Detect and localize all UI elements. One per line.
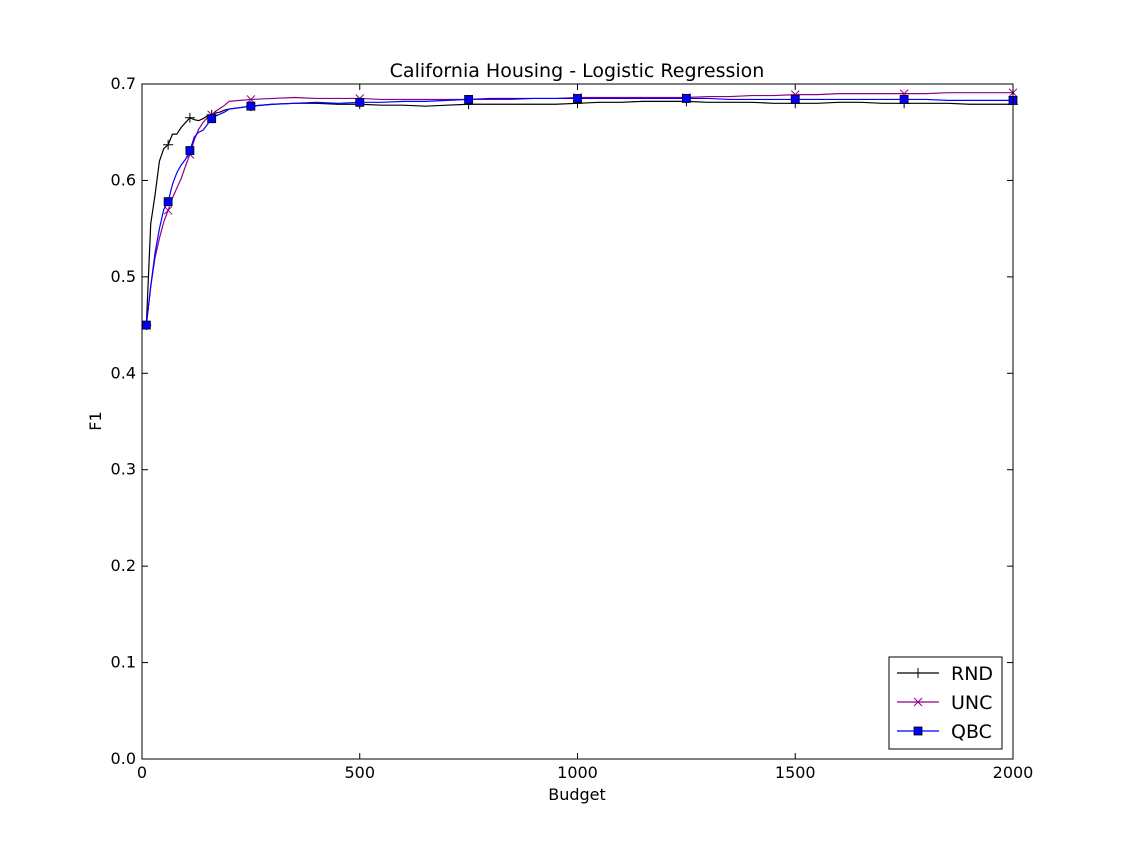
data-point-qbc <box>573 94 582 103</box>
x-axis-title: Budget <box>548 785 606 804</box>
plot-frame <box>141 83 1014 760</box>
ticks-layer: 0 500 1000 1500 2000 0.0 0.1 0.2 0.3 0.4 0.5 0.6 0.7 <box>111 74 1034 782</box>
legend-label-rnd: RND <box>951 663 993 685</box>
x-tick-label: 1500 <box>775 763 816 782</box>
y-tick-label: 0.1 <box>111 653 136 672</box>
legend-entry-qbc: QBC <box>897 721 992 743</box>
x-tick-label: 500 <box>344 763 375 782</box>
data-point-qbc <box>207 114 217 124</box>
data-point-qbc <box>681 94 691 103</box>
series-unc <box>142 88 1018 330</box>
legend-label-unc: UNC <box>951 692 992 714</box>
data-point-qbc <box>464 95 474 104</box>
x-tick-label: 0 <box>137 763 147 782</box>
data-point-qbc <box>141 320 151 330</box>
legend-label-qbc: QBC <box>951 721 992 743</box>
series-qbc <box>141 94 1018 330</box>
y-tick-label: 0.3 <box>111 460 136 479</box>
legend-entry-rnd: RND <box>897 663 993 685</box>
data-point-qbc <box>185 146 195 155</box>
y-tick-label: 0.2 <box>111 556 136 575</box>
series-line-unc <box>145 92 1013 326</box>
y-axis-title: F1 <box>86 411 105 430</box>
y-tick-label: 0.5 <box>111 267 136 286</box>
data-point-qbc <box>163 197 173 207</box>
legend: RND UNC QBC <box>888 656 1003 750</box>
series-line-rnd <box>145 100 1013 326</box>
legend-marker-unc <box>913 697 923 707</box>
series-line-qbc <box>145 97 1013 326</box>
data-point-qbc <box>790 95 800 104</box>
legend-marker-qbc <box>913 726 923 736</box>
data-point-qbc <box>355 97 365 107</box>
y-tick-label: 0.0 <box>111 749 136 768</box>
series-layer <box>141 88 1018 331</box>
legend-entry-unc: UNC <box>897 692 992 714</box>
y-tick-label: 0.4 <box>111 363 136 382</box>
y-tick-label: 0.7 <box>111 74 136 93</box>
x-tick-label: 1000 <box>557 763 598 782</box>
data-point-unc <box>163 205 173 215</box>
x-tick-label: 2000 <box>993 763 1034 782</box>
y-tick-label: 0.6 <box>111 170 136 189</box>
legend-box <box>888 656 1003 750</box>
data-point-qbc <box>899 95 909 104</box>
series-rnd <box>141 96 1018 331</box>
data-point-qbc <box>246 101 256 111</box>
data-point-rnd <box>163 139 174 150</box>
legend-marker-rnd <box>913 668 923 678</box>
chart-title: California Housing - Logistic Regression <box>390 60 765 82</box>
data-point-rnd <box>184 112 195 123</box>
